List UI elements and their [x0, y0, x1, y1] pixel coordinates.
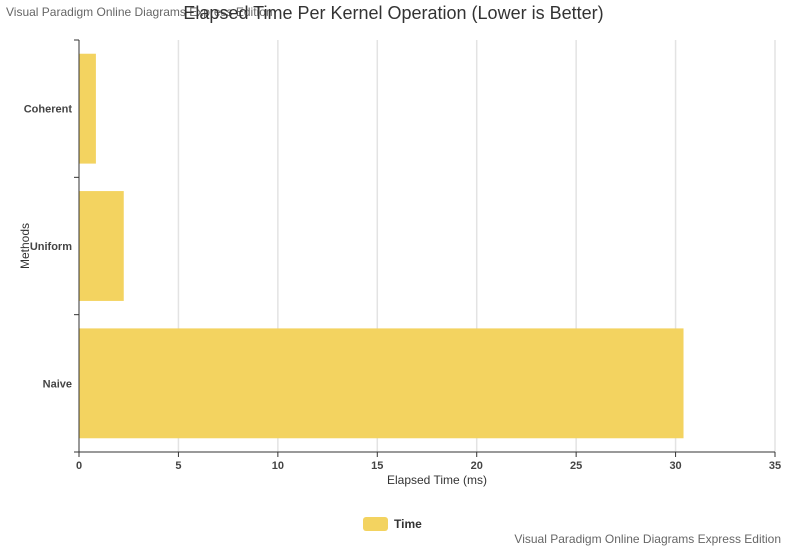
x-tick-label: 0	[76, 460, 82, 472]
x-tick-label: 15	[371, 460, 383, 472]
y-tick-label: Uniform	[30, 241, 72, 253]
x-axis-label: Elapsed Time (ms)	[387, 473, 487, 487]
bar-uniform	[79, 191, 124, 301]
x-tick-label: 35	[769, 460, 781, 472]
watermark-top: Visual Paradigm Online Diagrams Express …	[6, 5, 273, 19]
x-tick-label: 25	[570, 460, 582, 472]
bars	[79, 53, 684, 439]
axes	[78, 40, 775, 453]
y-axis-ticks: Coherent Uniform Naive	[24, 39, 79, 453]
chart-title: Elapsed Time Per Kernel Operation (Lower…	[183, 3, 604, 23]
legend-swatch-time	[363, 517, 388, 531]
y-tick-label: Naive	[43, 378, 72, 390]
legend: Time	[363, 517, 422, 531]
x-tick-label: 10	[272, 460, 284, 472]
bar-naive	[79, 328, 684, 439]
x-axis-ticks: 0 5 10 15 20 25 30 35	[76, 452, 781, 472]
y-tick-label: Coherent	[24, 104, 73, 116]
x-tick-label: 30	[669, 460, 681, 472]
bar-coherent	[79, 53, 96, 164]
x-tick-label: 20	[471, 460, 483, 472]
x-tick-label: 5	[175, 460, 181, 472]
legend-label-time: Time	[394, 517, 422, 531]
watermark-bottom: Visual Paradigm Online Diagrams Express …	[514, 532, 781, 546]
y-axis-label: Methods	[18, 223, 32, 269]
